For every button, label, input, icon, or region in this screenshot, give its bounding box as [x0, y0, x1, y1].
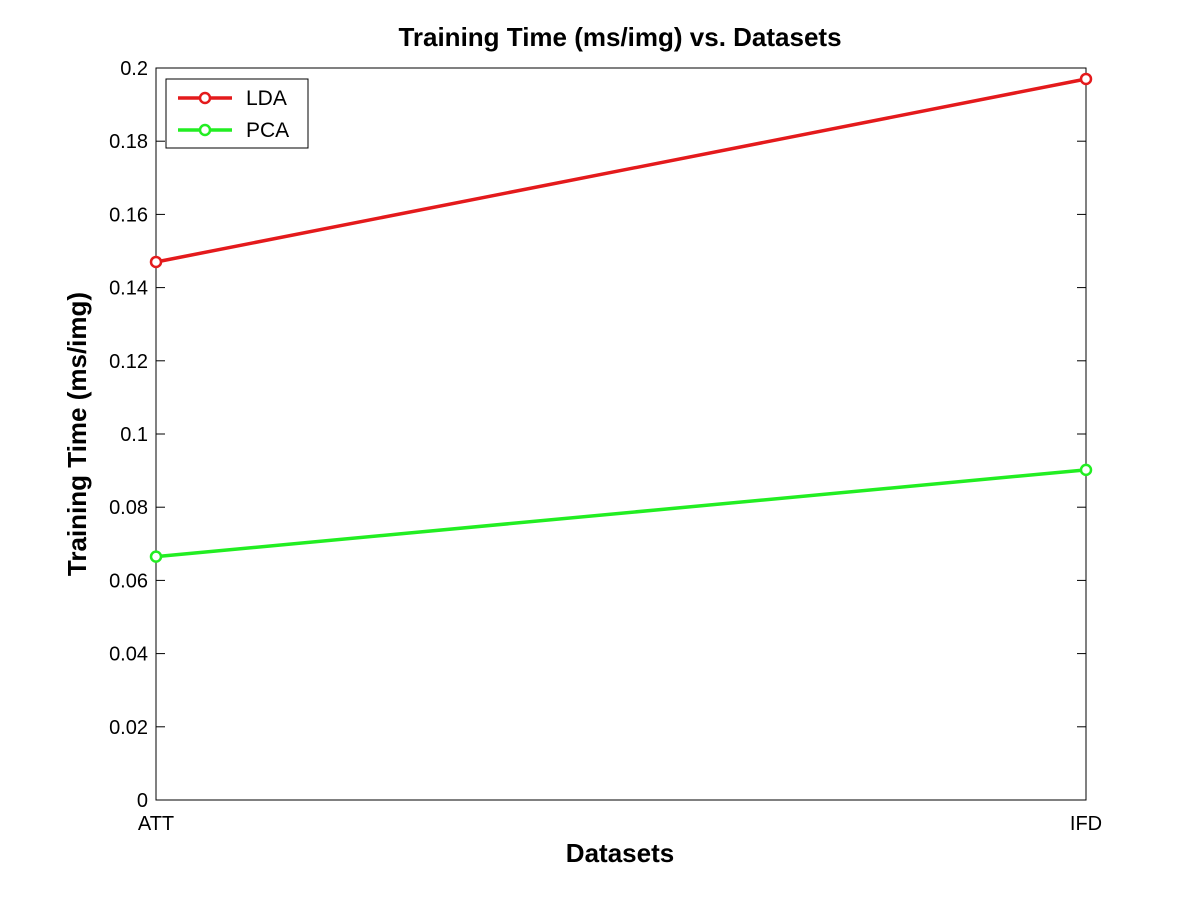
legend: LDA PCA: [165, 78, 309, 149]
y-tick-label: 0.1: [120, 424, 148, 446]
legend-label: LDA: [246, 87, 287, 110]
y-tick-label: 0.16: [109, 204, 148, 226]
series-line: [155, 468, 1087, 559]
legend-label: PCA: [246, 119, 289, 142]
y-tick-label: 0.06: [109, 570, 148, 592]
y-axis: 0 0.02 0.04 0.06 0.08 0.1 0.12 0.14 0.16 0.18 0.2: [109, 58, 1086, 812]
y-tick-label: 0.02: [109, 717, 148, 739]
y-tick-label: 0.2: [120, 58, 148, 80]
x-tick-label: IFD: [1070, 813, 1102, 835]
legend-item-pca: PCA: [178, 119, 289, 142]
y-tick-label: 0.08: [109, 497, 148, 519]
data-point: [149, 255, 163, 269]
legend-box: [165, 78, 309, 149]
chart-title: Training Time (ms/img) vs. Datasets: [398, 22, 841, 52]
data-point: [1079, 463, 1093, 477]
plot-area: 00.020.040.060.080.10.120.140.160.180.2 …: [109, 58, 1102, 835]
y-tick-label: 0: [137, 790, 148, 812]
plot-frame: [155, 67, 1087, 801]
x-tick-label: ATT: [138, 813, 174, 835]
legend-item-lda: LDA: [178, 87, 287, 110]
x-axis-label: Datasets: [566, 838, 674, 868]
series-lda: [149, 72, 1093, 269]
y-tick-label: 0.12: [109, 351, 148, 373]
y-tick-label: 0.14: [109, 278, 148, 300]
x-axis: ATT IFD: [138, 68, 1102, 835]
series-line: [155, 77, 1087, 264]
y-tick-label: 0.04: [109, 644, 148, 666]
y-axis-label: Training Time (ms/img): [62, 292, 92, 576]
data-point: [1079, 72, 1093, 86]
series-pca: [149, 463, 1093, 563]
data-point: [149, 550, 163, 563]
y-tick-label: 0.18: [109, 131, 148, 153]
legend-marker: [198, 91, 212, 105]
series-group: [149, 72, 1093, 563]
legend-marker: [198, 123, 212, 137]
